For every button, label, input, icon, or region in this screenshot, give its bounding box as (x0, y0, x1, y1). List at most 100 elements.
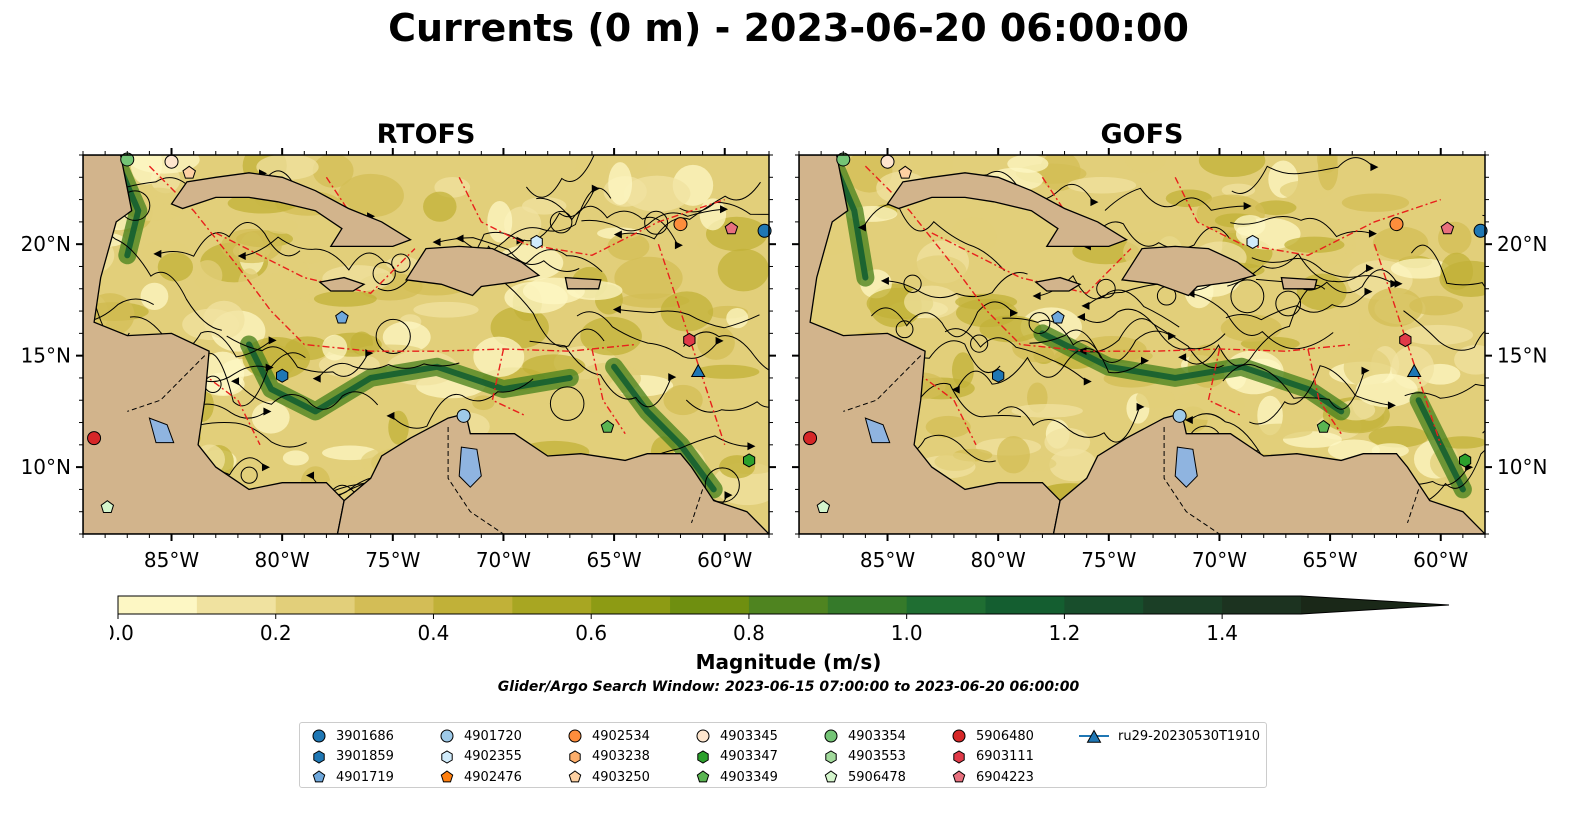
eddy-streamline (1275, 290, 1302, 317)
legend-pentagon (568, 770, 582, 783)
streamline (437, 237, 580, 272)
magnitude-patch (201, 372, 245, 397)
magnitude-patch (608, 162, 633, 206)
streamline (129, 316, 272, 358)
legend-marker (568, 729, 582, 743)
streamline-arrow (265, 363, 274, 372)
legend-circle (952, 729, 966, 743)
streamline (525, 155, 595, 198)
country-border (1407, 489, 1420, 524)
streamline (944, 328, 1088, 382)
magnitude-patch (521, 197, 567, 215)
magnitude-patch (614, 256, 683, 300)
streamline-arrow (153, 249, 162, 258)
eez-line (1207, 348, 1242, 417)
streamline-arrow (1387, 401, 1396, 410)
legend-item-4903250: 4903250 (566, 767, 650, 787)
legend-marker (824, 770, 838, 783)
streamline-arrow (612, 305, 621, 314)
eddy-streamline (375, 318, 411, 355)
streamline (1083, 318, 1226, 353)
legend-label: 4903349 (720, 769, 778, 785)
legend-circle (696, 729, 710, 743)
streamline-arrow (1370, 163, 1379, 172)
legend-label: 4902476 (464, 769, 522, 785)
magnitude-patch (1372, 226, 1429, 260)
magnitude-patch (413, 301, 479, 318)
eez-line (591, 348, 626, 435)
magnitude-patch (313, 290, 377, 307)
colorbar-bin (118, 596, 198, 614)
streamline (1104, 187, 1247, 211)
streamline (1410, 244, 1485, 288)
country-border (843, 355, 922, 412)
colorbar-bin (196, 596, 277, 614)
streamline-arrow (1017, 580, 1025, 588)
streamline (529, 340, 672, 408)
eddy-streamline (903, 274, 922, 293)
streamline-arrow (1368, 229, 1377, 238)
platform-marker-5906478 (816, 500, 831, 513)
magnitude-patch (925, 415, 971, 438)
eddy-streamline (895, 320, 914, 339)
streamline-arrow (306, 471, 315, 480)
legend-marker (697, 749, 709, 764)
legend-item-4902534: 4902534 (566, 726, 650, 746)
legend-marker (440, 729, 454, 743)
magnitude-patch (1233, 215, 1266, 237)
streamline (683, 331, 769, 371)
country-border (691, 489, 704, 524)
streamline-arrow (747, 442, 756, 451)
magnitude-patch (386, 256, 419, 271)
platform-marker-ru29-20230530T1910 (1406, 363, 1422, 377)
magnitude-patch (1221, 183, 1256, 197)
legend-marker (824, 729, 838, 743)
colorbar-bin (275, 596, 356, 614)
platform-marker-4903345 (164, 154, 179, 169)
magnitude-patch (1176, 388, 1245, 421)
magnitude-patch (130, 155, 163, 185)
streamline (1182, 284, 1326, 367)
magnitude-patch (1044, 427, 1091, 457)
eddy-streamline (549, 386, 585, 421)
streamline-arrow (715, 336, 724, 345)
legend-item-6903111: 6903111 (950, 747, 1034, 767)
magnitude-patch (256, 155, 319, 180)
streamline-arrow (1394, 279, 1403, 288)
streamline-arrow (724, 491, 733, 500)
cuba-land (886, 172, 1128, 248)
magnitude-patch (140, 282, 169, 311)
streamline-arrow (1361, 366, 1370, 375)
legend-label: 4903238 (592, 749, 650, 764)
streamline (685, 399, 769, 413)
streamline-arrow (1168, 331, 1177, 340)
x-tick-label: 70°W (1192, 548, 1247, 572)
legend-item-4903347: 4903347 (694, 747, 778, 767)
platform-marker-4903349 (600, 419, 615, 433)
colorbar-label: Magnitude (m/s) (695, 650, 882, 674)
legend-pentagon (952, 770, 966, 783)
legend-label: 6903111 (976, 749, 1034, 764)
platform-marker-4902534 (673, 217, 688, 232)
legend-marker (825, 749, 837, 764)
axis-ticks (76, 148, 776, 541)
map-frame (82, 154, 770, 535)
legend-circle (312, 729, 326, 743)
magnitude-patch (255, 272, 316, 301)
streamline (576, 311, 719, 359)
eddy-streamline (240, 466, 258, 484)
magnitude-patch (575, 155, 609, 186)
streamline (1225, 291, 1368, 321)
platform-marker-6904223 (724, 221, 739, 235)
magnitude-patch (1124, 155, 1167, 174)
streamline (242, 236, 385, 271)
streamline-arrow (1140, 356, 1149, 365)
streamline-arrow (1090, 198, 1099, 207)
colorbar-bin (1222, 596, 1302, 614)
current-core (1039, 330, 1345, 415)
magnitude-patch (1067, 177, 1137, 194)
streamline-arrow (951, 385, 960, 394)
magnitude-patch (1279, 180, 1334, 201)
lake-maracaibo (1174, 446, 1198, 488)
legend-item-4903349: 4903349 (694, 767, 778, 787)
